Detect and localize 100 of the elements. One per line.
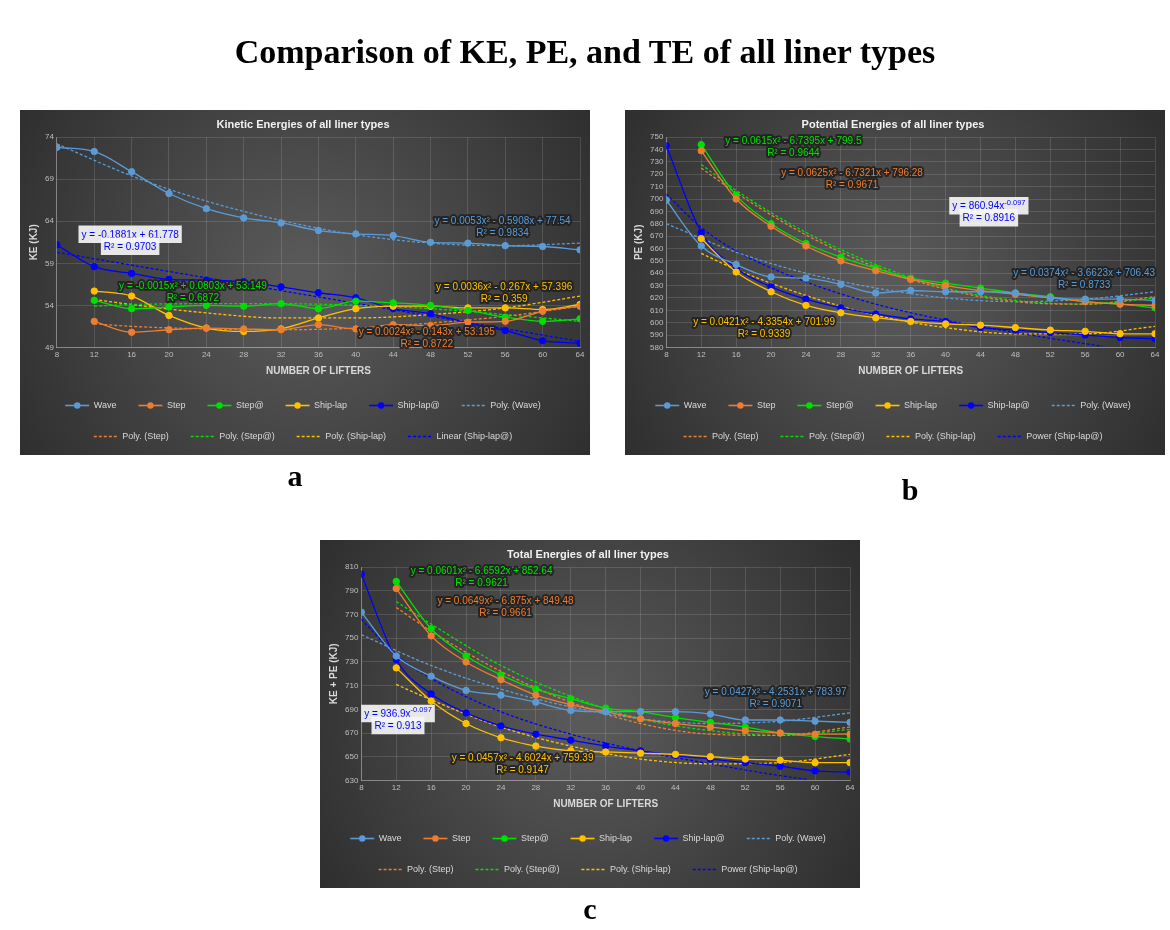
legend-label: Poly. (Wave) <box>1080 399 1131 410</box>
legend-label: Poly. (Wave) <box>490 399 541 410</box>
y-tick-label: 74 <box>44 132 55 142</box>
y-tick-label: 740 <box>649 144 664 154</box>
y-tick-label: 630 <box>344 775 359 785</box>
y-tick-label: 630 <box>649 280 664 290</box>
annotation: y = 0.0649x² - 6.875x + 849.48 R² = 0.9661 <box>437 595 575 619</box>
y-tick-label: 590 <box>649 330 664 340</box>
x-tick-label: 60 <box>810 783 821 793</box>
x-tick-label: 32 <box>871 350 881 360</box>
legend-label: Poly. (Step@) <box>503 863 560 874</box>
x-tick-label: 32 <box>276 350 287 360</box>
y-tick-label: 720 <box>649 169 664 179</box>
annotation: y = 0.0036x² - 0.267x + 57.396 R² = 0.359 <box>436 281 573 305</box>
y-axis-title: KE + PE (KJ) <box>327 643 339 705</box>
legend-label: Poly. (Step) <box>712 430 759 441</box>
x-tick-label: 60 <box>538 350 548 360</box>
x-tick-label: 64 <box>845 783 855 793</box>
x-tick-label: 64 <box>1150 350 1160 360</box>
legend-label: Ship-lap@ <box>987 399 1030 410</box>
y-tick-label: 650 <box>344 751 359 761</box>
legend-label: Poly. (Ship-lap) <box>609 863 671 874</box>
x-tick-label: 44 <box>976 350 986 360</box>
legend-label: Ship-lap <box>904 399 938 410</box>
x-tick-label: 24 <box>496 783 506 793</box>
annotation: y = -0.1881x + 61.778 R² = 0.9703 <box>81 228 180 252</box>
x-tick-label: 28 <box>531 783 541 793</box>
x-tick-label: 8 <box>664 350 670 360</box>
legend-label: Step@ <box>235 399 264 410</box>
legend-label: Step@ <box>825 399 854 410</box>
x-tick-label: 48 <box>426 350 436 360</box>
chart-title: Kinetic Energies of all liner types <box>216 117 390 130</box>
x-tick-label: 24 <box>201 350 212 360</box>
y-tick-label: 750 <box>344 633 359 643</box>
x-tick-label: 64 <box>575 350 585 360</box>
x-tick-label: 12 <box>89 350 100 360</box>
legend-label: Poly. (Step@) <box>219 430 275 441</box>
legend-label: Linear (Ship-lap@) <box>436 430 513 441</box>
y-tick-label: 600 <box>649 317 664 327</box>
legend-label: Poly. (Ship-lap) <box>325 430 387 441</box>
x-tick-label: 24 <box>801 350 811 360</box>
legend-label: Power (Ship-lap@) <box>1026 430 1103 441</box>
annotation: y = 0.0053x² - 0.5908x + 77.54 R² = 0.9834 <box>434 215 572 239</box>
annotation: y = 0.0601x² - 6.6592x + 852.64 R² = 0.9621 <box>410 565 553 589</box>
annotation: y = 0.0421x² - 4.3354x + 701.99 R² = 0.9339 <box>693 315 836 339</box>
x-axis-title: NUMBER OF LIFTERS <box>265 364 372 376</box>
legend-label: Step <box>756 399 776 410</box>
legend-label: Poly. (Step) <box>122 430 169 441</box>
x-tick-label: 56 <box>1080 350 1091 360</box>
y-tick-label: 670 <box>649 231 664 241</box>
y-tick-label: 710 <box>649 181 664 191</box>
x-tick-label: 32 <box>566 783 576 793</box>
annotation: y = 0.0457x² - 4.6024x + 759.39 R² = 0.9147 <box>451 751 594 775</box>
x-tick-label: 40 <box>941 350 951 360</box>
y-tick-label: 640 <box>649 268 664 278</box>
x-tick-label: 60 <box>1115 350 1126 360</box>
legend-label: Step@ <box>520 832 549 843</box>
y-tick-label: 700 <box>649 194 664 204</box>
legend-label: Wave <box>378 832 402 843</box>
annotation: y = 0.0615x² - 6.7395x + 799.5 R² = 0.9644 <box>725 135 862 159</box>
x-tick-label: 40 <box>351 350 361 360</box>
x-tick-label: 56 <box>775 783 786 793</box>
legend-label: Ship-lap@ <box>682 832 725 843</box>
y-tick-label: 580 <box>649 342 664 352</box>
y-tick-label: 610 <box>649 305 664 315</box>
x-tick-label: 36 <box>906 350 916 360</box>
chart-title: Total Energies of all liner types <box>507 547 669 560</box>
legend-label: Power (Ship-lap@) <box>721 863 798 874</box>
y-tick-label: 730 <box>649 157 664 167</box>
x-tick-label: 12 <box>391 783 402 793</box>
x-tick-label: 8 <box>359 783 365 793</box>
y-axis-title: KE (KJ) <box>27 224 39 261</box>
y-tick-label: 790 <box>344 586 359 596</box>
x-tick-label: 28 <box>239 350 249 360</box>
annotation: y = 0.0427x² - 4.2531x + 783.97 R² = 0.9071 <box>704 685 848 709</box>
x-axis-title: NUMBER OF LIFTERS <box>858 364 964 376</box>
x-tick-label: 16 <box>127 350 137 360</box>
y-tick-label: 690 <box>344 704 359 714</box>
annotation: y = 0.0625x² - 6.7321x + 796.28 R² = 0.9671 <box>781 166 924 190</box>
x-tick-label: 20 <box>461 783 472 793</box>
text: c <box>582 892 598 926</box>
y-tick-label: 69 <box>44 174 55 184</box>
legend-label: Ship-lap@ <box>397 399 440 410</box>
x-tick-label: 8 <box>54 350 60 360</box>
x-tick-label: 52 <box>1045 350 1056 360</box>
text: a <box>286 459 304 493</box>
x-tick-label: 20 <box>766 350 777 360</box>
legend-label: Step <box>166 399 186 410</box>
legend-label: Step <box>451 832 471 843</box>
x-tick-label: 28 <box>836 350 846 360</box>
x-tick-label: 48 <box>1010 350 1021 360</box>
x-tick-label: 16 <box>426 783 437 793</box>
y-tick-label: 64 <box>44 216 55 226</box>
x-tick-label: 36 <box>314 350 324 360</box>
legend-label: Poly. (Wave) <box>775 832 826 843</box>
legend-label: Wave <box>93 399 117 410</box>
y-tick-label: 49 <box>44 342 55 352</box>
y-tick-label: 660 <box>649 243 664 253</box>
y-tick-label: 620 <box>649 293 664 303</box>
x-tick-label: 36 <box>601 783 611 793</box>
